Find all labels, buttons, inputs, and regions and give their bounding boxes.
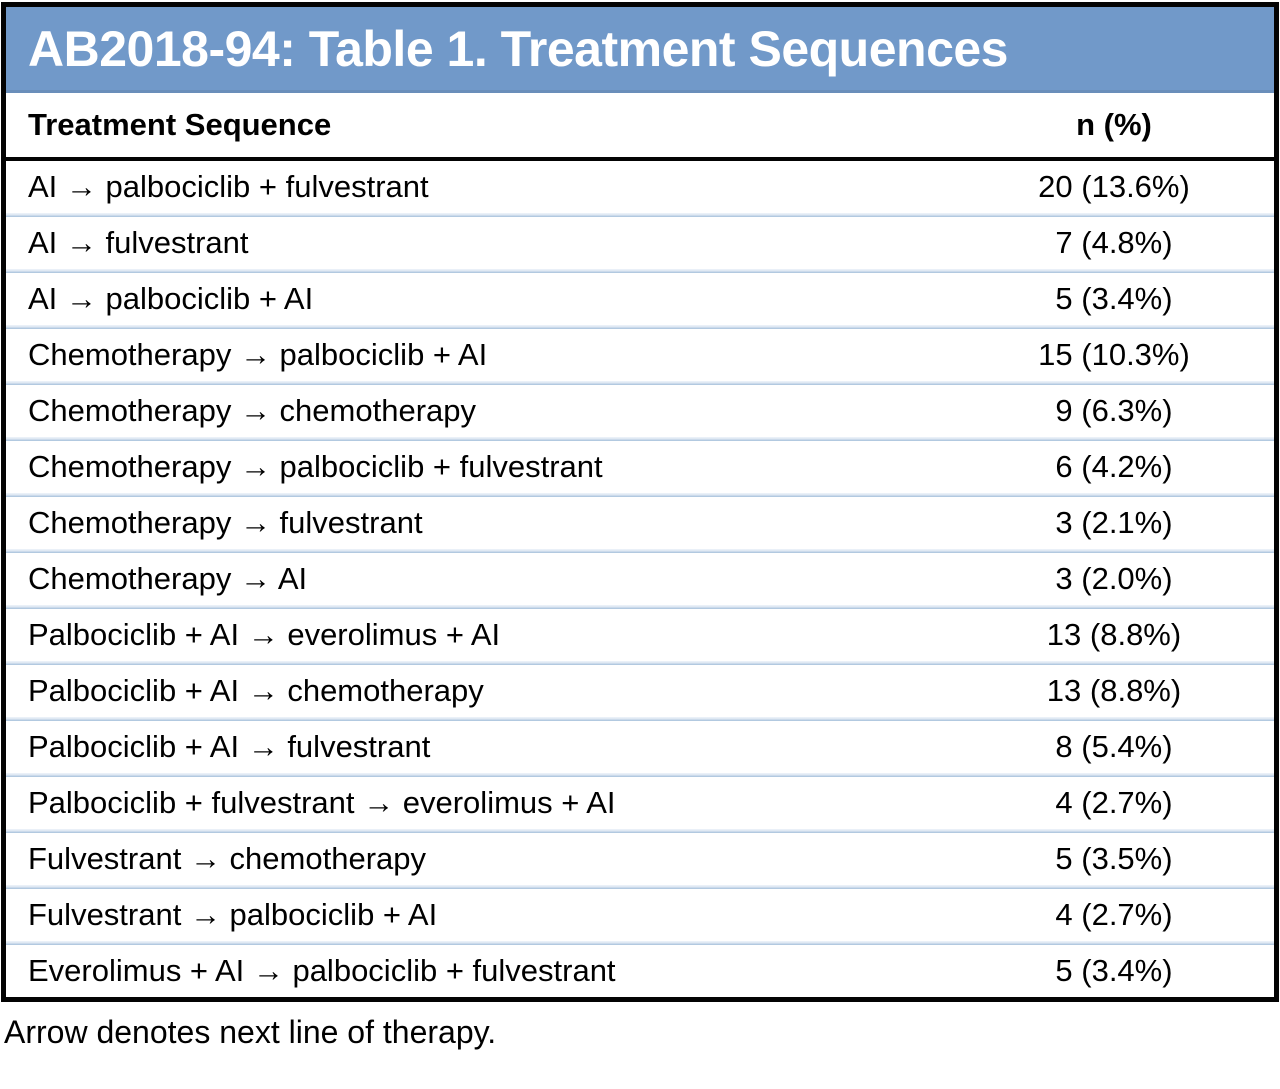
count-cell: 15 (10.3%) [1038, 337, 1190, 372]
row-divider [6, 829, 1274, 833]
count-cell: 5 (3.4%) [1055, 953, 1173, 988]
sequence-cell: Palbociclib + fulvestrant → everolimus +… [28, 785, 616, 820]
table-row: Palbociclib + AI → everolimus + AI 13 (8.… [6, 609, 1274, 661]
row-divider [6, 885, 1274, 889]
table-row: Fulvestrant → chemotherapy 5 (3.5%) [6, 833, 1274, 885]
count-cell: 7 (4.8%) [1055, 225, 1173, 260]
table-row: Palbociclib + AI → chemotherapy 13 (8.8%) [6, 665, 1274, 717]
row-divider [6, 381, 1274, 385]
count-cell: 8 (5.4%) [1055, 729, 1173, 764]
row-divider [6, 325, 1274, 329]
table-row: Everolimus + AI → palbociclib + fulvestr… [6, 945, 1274, 997]
row-divider [6, 493, 1274, 497]
table-figure: AB2018-94: Table 1. Treatment Sequences … [0, 2, 1280, 1051]
table-row: AI → palbociclib + fulvestrant 20 (13.6%) [6, 161, 1274, 213]
column-header-sequence: Treatment Sequence [28, 107, 332, 142]
count-cell: 5 (3.5%) [1055, 841, 1173, 876]
column-header-row: Treatment Sequence n (%) [6, 93, 1274, 161]
sequence-cell: AI → palbociclib + AI [28, 281, 314, 316]
count-cell: 3 (2.1%) [1055, 505, 1173, 540]
count-cell: 6 (4.2%) [1055, 449, 1173, 484]
sequence-cell: Chemotherapy → fulvestrant [28, 505, 423, 540]
table-row: Palbociclib + fulvestrant → everolimus +… [6, 777, 1274, 829]
column-header-n: n (%) [1076, 107, 1152, 142]
sequence-cell: Palbociclib + AI → everolimus + AI [28, 617, 501, 652]
sequence-cell: Palbociclib + AI → chemotherapy [28, 673, 484, 708]
table-row: Chemotherapy → fulvestrant 3 (2.1%) [6, 497, 1274, 549]
row-divider [6, 941, 1274, 945]
row-divider [6, 213, 1274, 217]
table-row: Fulvestrant → palbociclib + AI 4 (2.7%) [6, 889, 1274, 941]
count-cell: 13 (8.8%) [1046, 617, 1182, 652]
table-row: Chemotherapy → chemotherapy 9 (6.3%) [6, 385, 1274, 437]
table-title-bar: AB2018-94: Table 1. Treatment Sequences [6, 7, 1274, 93]
sequence-cell: Chemotherapy → palbociclib + fulvestrant [28, 449, 603, 484]
sequence-cell: Chemotherapy → palbociclib + AI [28, 337, 488, 372]
sequence-cell: Chemotherapy → AI [28, 561, 308, 596]
row-divider [6, 549, 1274, 553]
count-cell: 4 (2.7%) [1055, 897, 1173, 932]
table-rows: AI → palbociclib + fulvestrant 20 (13.6%)… [6, 161, 1274, 997]
row-divider [6, 437, 1274, 441]
table-row: AI → palbociclib + AI 5 (3.4%) [6, 273, 1274, 325]
sequence-cell: AI → palbociclib + fulvestrant [28, 169, 429, 204]
count-cell: 9 (6.3%) [1055, 393, 1173, 428]
table-row: Chemotherapy → AI 3 (2.0%) [6, 553, 1274, 605]
count-cell: 20 (13.6%) [1038, 169, 1190, 204]
footnote: Arrow denotes next line of therapy. [4, 1014, 497, 1050]
sequence-cell: Everolimus + AI → palbociclib + fulvestr… [28, 953, 616, 988]
table-row: AI → fulvestrant 7 (4.8%) [6, 217, 1274, 269]
treatment-sequences-table: AB2018-94: Table 1. Treatment Sequences … [1, 2, 1279, 1002]
table-row: Chemotherapy → palbociclib + AI 15 (10.3%… [6, 329, 1274, 381]
table-title: AB2018-94: Table 1. Treatment Sequences [28, 20, 1009, 77]
row-divider [6, 605, 1274, 609]
sequence-cell: Palbociclib + AI → fulvestrant [28, 729, 431, 764]
count-cell: 13 (8.8%) [1046, 673, 1182, 708]
sequence-cell: AI → fulvestrant [28, 225, 249, 260]
count-cell: 5 (3.4%) [1055, 281, 1173, 316]
sequence-cell: Fulvestrant → palbociclib + AI [28, 897, 438, 932]
table-row: Chemotherapy → palbociclib + fulvestrant… [6, 441, 1274, 493]
sequence-cell: Chemotherapy → chemotherapy [28, 393, 477, 428]
table-row: Palbociclib + AI → fulvestrant 8 (5.4%) [6, 721, 1274, 773]
row-divider [6, 773, 1274, 777]
count-cell: 3 (2.0%) [1055, 561, 1173, 596]
sequence-cell: Fulvestrant → chemotherapy [28, 841, 427, 876]
row-divider [6, 717, 1274, 721]
count-cell: 4 (2.7%) [1055, 785, 1173, 820]
row-divider [6, 269, 1274, 273]
row-divider [6, 661, 1274, 665]
